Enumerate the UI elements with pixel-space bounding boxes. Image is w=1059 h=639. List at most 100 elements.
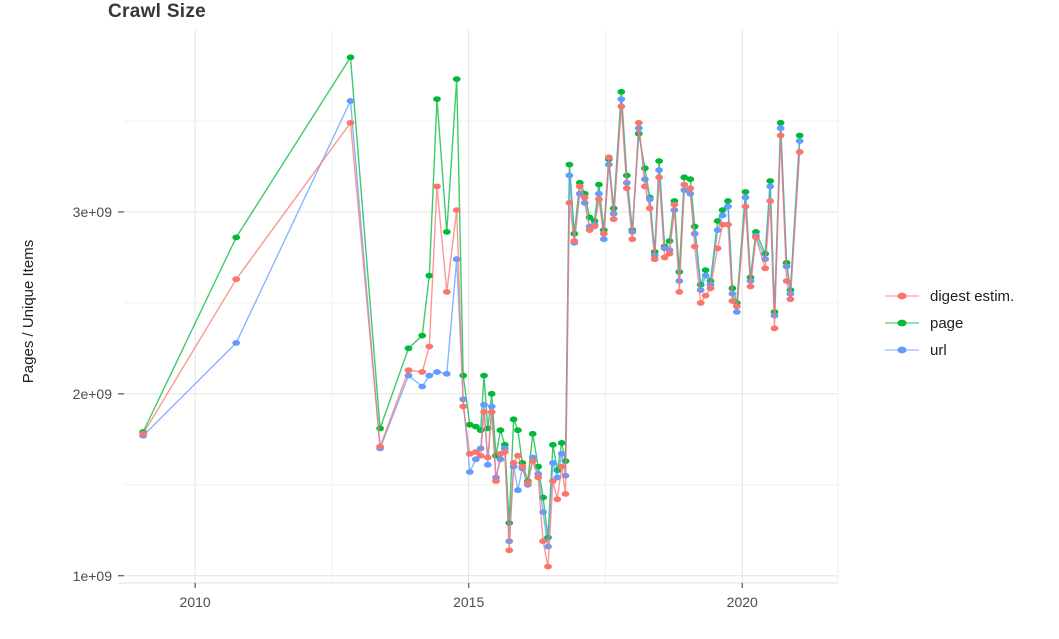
data-point	[518, 463, 527, 470]
data-point	[786, 296, 795, 303]
axis-tick-marks	[118, 211, 743, 588]
data-point	[761, 265, 770, 272]
data-point	[686, 185, 695, 192]
data-point	[680, 181, 689, 188]
data-point	[483, 454, 492, 461]
data-point	[483, 461, 492, 468]
data-point	[471, 449, 480, 455]
legend-key-dot	[897, 346, 907, 354]
data-point	[795, 149, 804, 155]
data-point	[471, 423, 480, 430]
x-tick-label: 2020	[726, 594, 758, 610]
data-point	[476, 452, 485, 459]
data-point	[696, 300, 705, 306]
data-point	[713, 245, 722, 252]
legend-label-url: url	[930, 341, 947, 359]
data-point	[575, 183, 584, 190]
data-point	[425, 372, 434, 379]
gridlines	[124, 30, 838, 583]
legend-label-digest-estim: digest estim.	[930, 287, 1015, 305]
data-point	[622, 185, 631, 192]
data-point	[706, 285, 715, 292]
data-point	[433, 96, 441, 102]
data-point	[442, 289, 451, 295]
data-point	[452, 256, 461, 263]
data-point	[539, 538, 547, 545]
data-point	[492, 478, 500, 484]
data-point	[452, 207, 461, 214]
data-point	[346, 98, 355, 104]
data-point	[650, 256, 659, 263]
data-point	[599, 230, 608, 237]
series-points-digest-estim	[139, 103, 804, 570]
data-point	[549, 460, 557, 466]
data-point	[718, 221, 727, 228]
data-point	[580, 194, 589, 201]
legend-label-page: page	[930, 314, 964, 332]
data-point	[553, 496, 562, 503]
data-point	[728, 298, 737, 304]
data-point	[418, 383, 427, 390]
data-point	[718, 212, 727, 219]
data-point	[665, 238, 674, 244]
data-point	[585, 227, 594, 234]
data-point	[528, 458, 537, 464]
data-point	[570, 238, 579, 244]
data-point	[599, 236, 608, 243]
y-tick-label: 3e+09	[72, 203, 112, 220]
data-point	[752, 234, 760, 241]
data-point	[139, 430, 148, 437]
y-tick-label: 2e+09	[72, 385, 112, 402]
data-point	[509, 416, 518, 423]
data-point	[617, 88, 626, 95]
data-point	[604, 154, 613, 161]
data-point	[634, 119, 643, 126]
data-point	[496, 456, 505, 463]
data-point	[418, 369, 427, 375]
data-point	[480, 409, 488, 415]
series-line-url	[142, 98, 801, 548]
data-point	[442, 229, 451, 235]
data-point	[741, 203, 750, 210]
data-point	[404, 345, 413, 352]
data-point	[442, 370, 451, 377]
data-point	[595, 196, 603, 203]
data-point	[701, 292, 710, 299]
series-points-url	[139, 96, 804, 550]
data-point	[696, 287, 705, 293]
data-point	[565, 161, 574, 168]
data-point	[544, 563, 552, 570]
data-point	[565, 199, 574, 206]
data-point	[404, 367, 413, 374]
data-point	[795, 138, 804, 144]
series-line-page	[142, 56, 801, 539]
data-point	[557, 450, 566, 457]
x-tick-label: 2010	[179, 594, 211, 610]
data-point	[590, 223, 599, 230]
data-point	[580, 199, 589, 206]
data-point	[561, 491, 570, 497]
legend-key-url	[885, 346, 919, 354]
data-point	[686, 176, 695, 183]
data-point	[776, 125, 785, 132]
data-point	[509, 460, 518, 466]
chart-title: Crawl Size	[108, 1, 207, 22]
data-point	[766, 183, 775, 190]
legend-item-url: url	[884, 339, 1014, 361]
data-point	[776, 119, 785, 126]
legend-key-page	[885, 319, 919, 327]
data-point	[505, 520, 514, 526]
data-point	[425, 343, 434, 350]
data-point	[645, 205, 654, 212]
data-point	[346, 54, 355, 61]
legend-key-digest-estim	[885, 292, 919, 300]
data-point	[465, 469, 474, 475]
data-point	[655, 158, 663, 164]
data-point	[418, 332, 427, 339]
data-point	[425, 272, 434, 279]
data-point	[480, 401, 488, 408]
data-point	[680, 174, 689, 181]
legend-key-dot	[897, 292, 907, 300]
data-point	[741, 194, 750, 201]
